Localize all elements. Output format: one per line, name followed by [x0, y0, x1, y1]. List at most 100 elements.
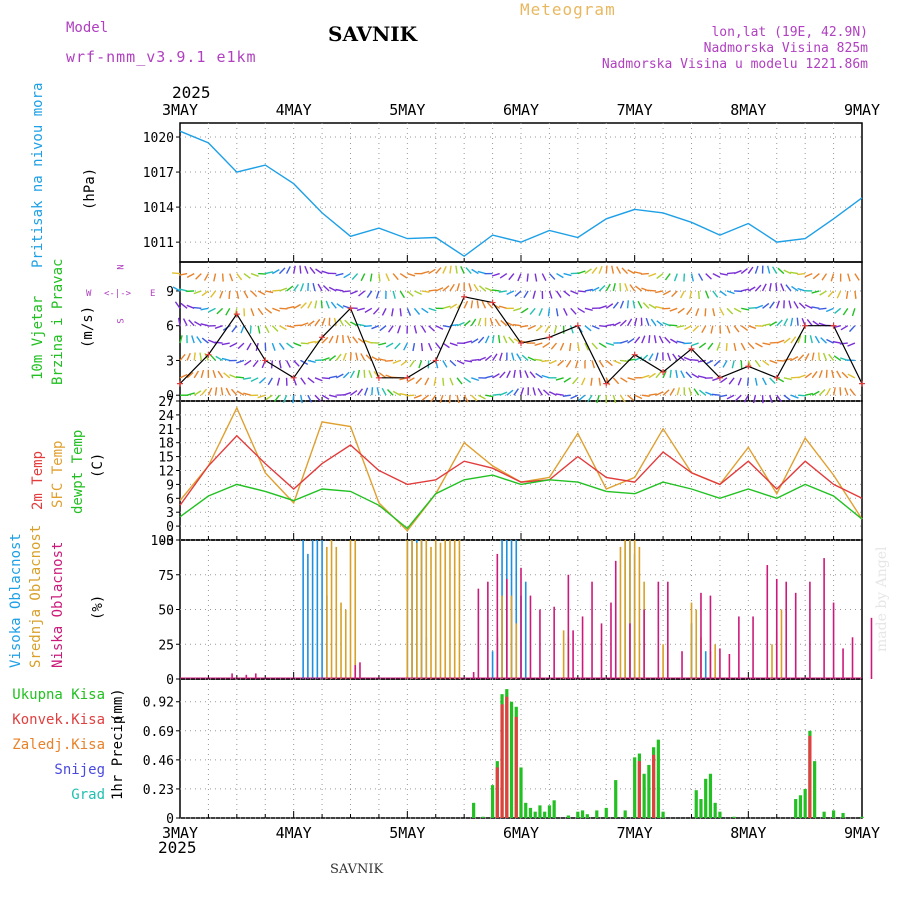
wind-arrow [477, 336, 485, 344]
bar-total_precip [614, 780, 618, 818]
bar-low_cloud [567, 574, 570, 679]
ytick-label-precipitation: 0.23 [143, 783, 174, 798]
bar-high_cloud [491, 651, 494, 679]
page-title: SAVNIK [328, 22, 418, 46]
wind-arrow [208, 307, 216, 313]
wind-arrow [818, 370, 823, 379]
wind-arrow [478, 394, 486, 400]
wind-arrow [511, 352, 515, 361]
ytick-label-wind: 0 [166, 389, 174, 404]
wind-arrow [476, 300, 480, 309]
wind-arrow [812, 320, 820, 327]
wind-arrow [328, 355, 337, 362]
wind-arrow [199, 352, 203, 361]
wind-arrow [193, 370, 200, 379]
wind-arrow [492, 353, 498, 361]
wind-arrow [349, 352, 352, 361]
bar-low_cloud [496, 553, 499, 679]
wind-arrow [214, 325, 223, 329]
wind-arrow [300, 377, 306, 385]
wind-arrow [785, 284, 792, 292]
wind-arrow [335, 288, 344, 292]
wind-arrow [747, 286, 756, 292]
wind-arrow [534, 273, 538, 282]
wind-arrow [577, 307, 586, 314]
wind-arrow [213, 273, 217, 282]
wind-arrow [719, 325, 722, 334]
wind-arrow [272, 289, 281, 292]
wind-arrow [548, 391, 557, 396]
bar-low_cloud [700, 592, 702, 679]
wind-arrow [392, 290, 396, 299]
wind-arrow [237, 342, 245, 350]
wind-arrow [300, 302, 307, 309]
bar-mid_cloud [349, 540, 352, 679]
wind-arrow [565, 360, 572, 368]
wind-arrow [379, 325, 387, 332]
wind-arrow [655, 290, 664, 294]
wind-arrow [491, 289, 500, 292]
wind-arrow [578, 394, 586, 401]
bar-conv_precip [500, 704, 504, 818]
wind-arrow [363, 369, 366, 378]
wind-arrow [836, 290, 842, 299]
wind-arrow [494, 318, 501, 327]
wind-arrow [207, 339, 216, 344]
wind-arrow [527, 356, 536, 362]
bar-total_precip [585, 814, 589, 818]
wind-arrow [460, 266, 465, 274]
bar-total_precip [841, 812, 845, 818]
ytick-label-precipitation: 0 [166, 812, 174, 827]
wind-arrow [676, 340, 685, 344]
ytick-label-pressure: 1014 [143, 201, 174, 216]
bar-low_cloud [794, 592, 797, 679]
wind-arrow [555, 290, 562, 298]
bar-conv_precip [652, 754, 656, 818]
wind-arrow [449, 303, 458, 309]
bar-total_precip [813, 761, 817, 818]
wind-arrow [464, 359, 473, 363]
bar-mid_cloud [411, 540, 413, 679]
wind-arrow [626, 300, 630, 309]
bar-total_precip [580, 810, 585, 818]
wind-arrow [526, 273, 529, 282]
wind-arrow [847, 373, 856, 379]
day-tick-label-bottom: 6MAY [503, 824, 539, 842]
wind-arrow [378, 358, 387, 362]
wind-arrow [679, 290, 686, 299]
wind-arrow [650, 318, 657, 327]
wind-arrow [486, 301, 494, 309]
wind-arrow [285, 266, 291, 274]
wind-arrow [598, 342, 607, 348]
wind-arrow [836, 370, 842, 379]
wind-arrow [790, 355, 799, 362]
wind-arrow [790, 394, 799, 399]
wind-arrow [656, 320, 664, 327]
ytick-label-precipitation: 0.92 [143, 696, 174, 711]
wind-arrow [471, 358, 480, 362]
wind-arrow [200, 323, 209, 327]
wind-marker [290, 374, 297, 381]
bar-conv_precip [495, 767, 499, 818]
wind-arrow [342, 352, 347, 361]
wind-arrow [286, 305, 295, 310]
wind-arrow [562, 308, 568, 316]
wind-arrow [236, 273, 243, 281]
wind-arrow [285, 360, 291, 368]
wind-arrow [548, 359, 557, 365]
wind-arrow [627, 377, 636, 381]
wind-arrow [485, 394, 494, 398]
bar-total_precip [699, 799, 703, 818]
ytick-label-pressure: 1020 [143, 131, 174, 146]
wind-arrow [265, 394, 273, 401]
wind-arrow [225, 307, 231, 316]
wind-arrow [598, 265, 603, 274]
wind-arrow [307, 394, 313, 403]
bar-mid_cloud [420, 540, 423, 679]
wind-arrow [783, 394, 791, 401]
wind-arrow [191, 335, 195, 344]
bar-mid_cloud [780, 609, 783, 679]
wind-arrow [282, 394, 288, 403]
bar-low_cloud [629, 623, 631, 679]
series-layer [177, 130, 873, 818]
